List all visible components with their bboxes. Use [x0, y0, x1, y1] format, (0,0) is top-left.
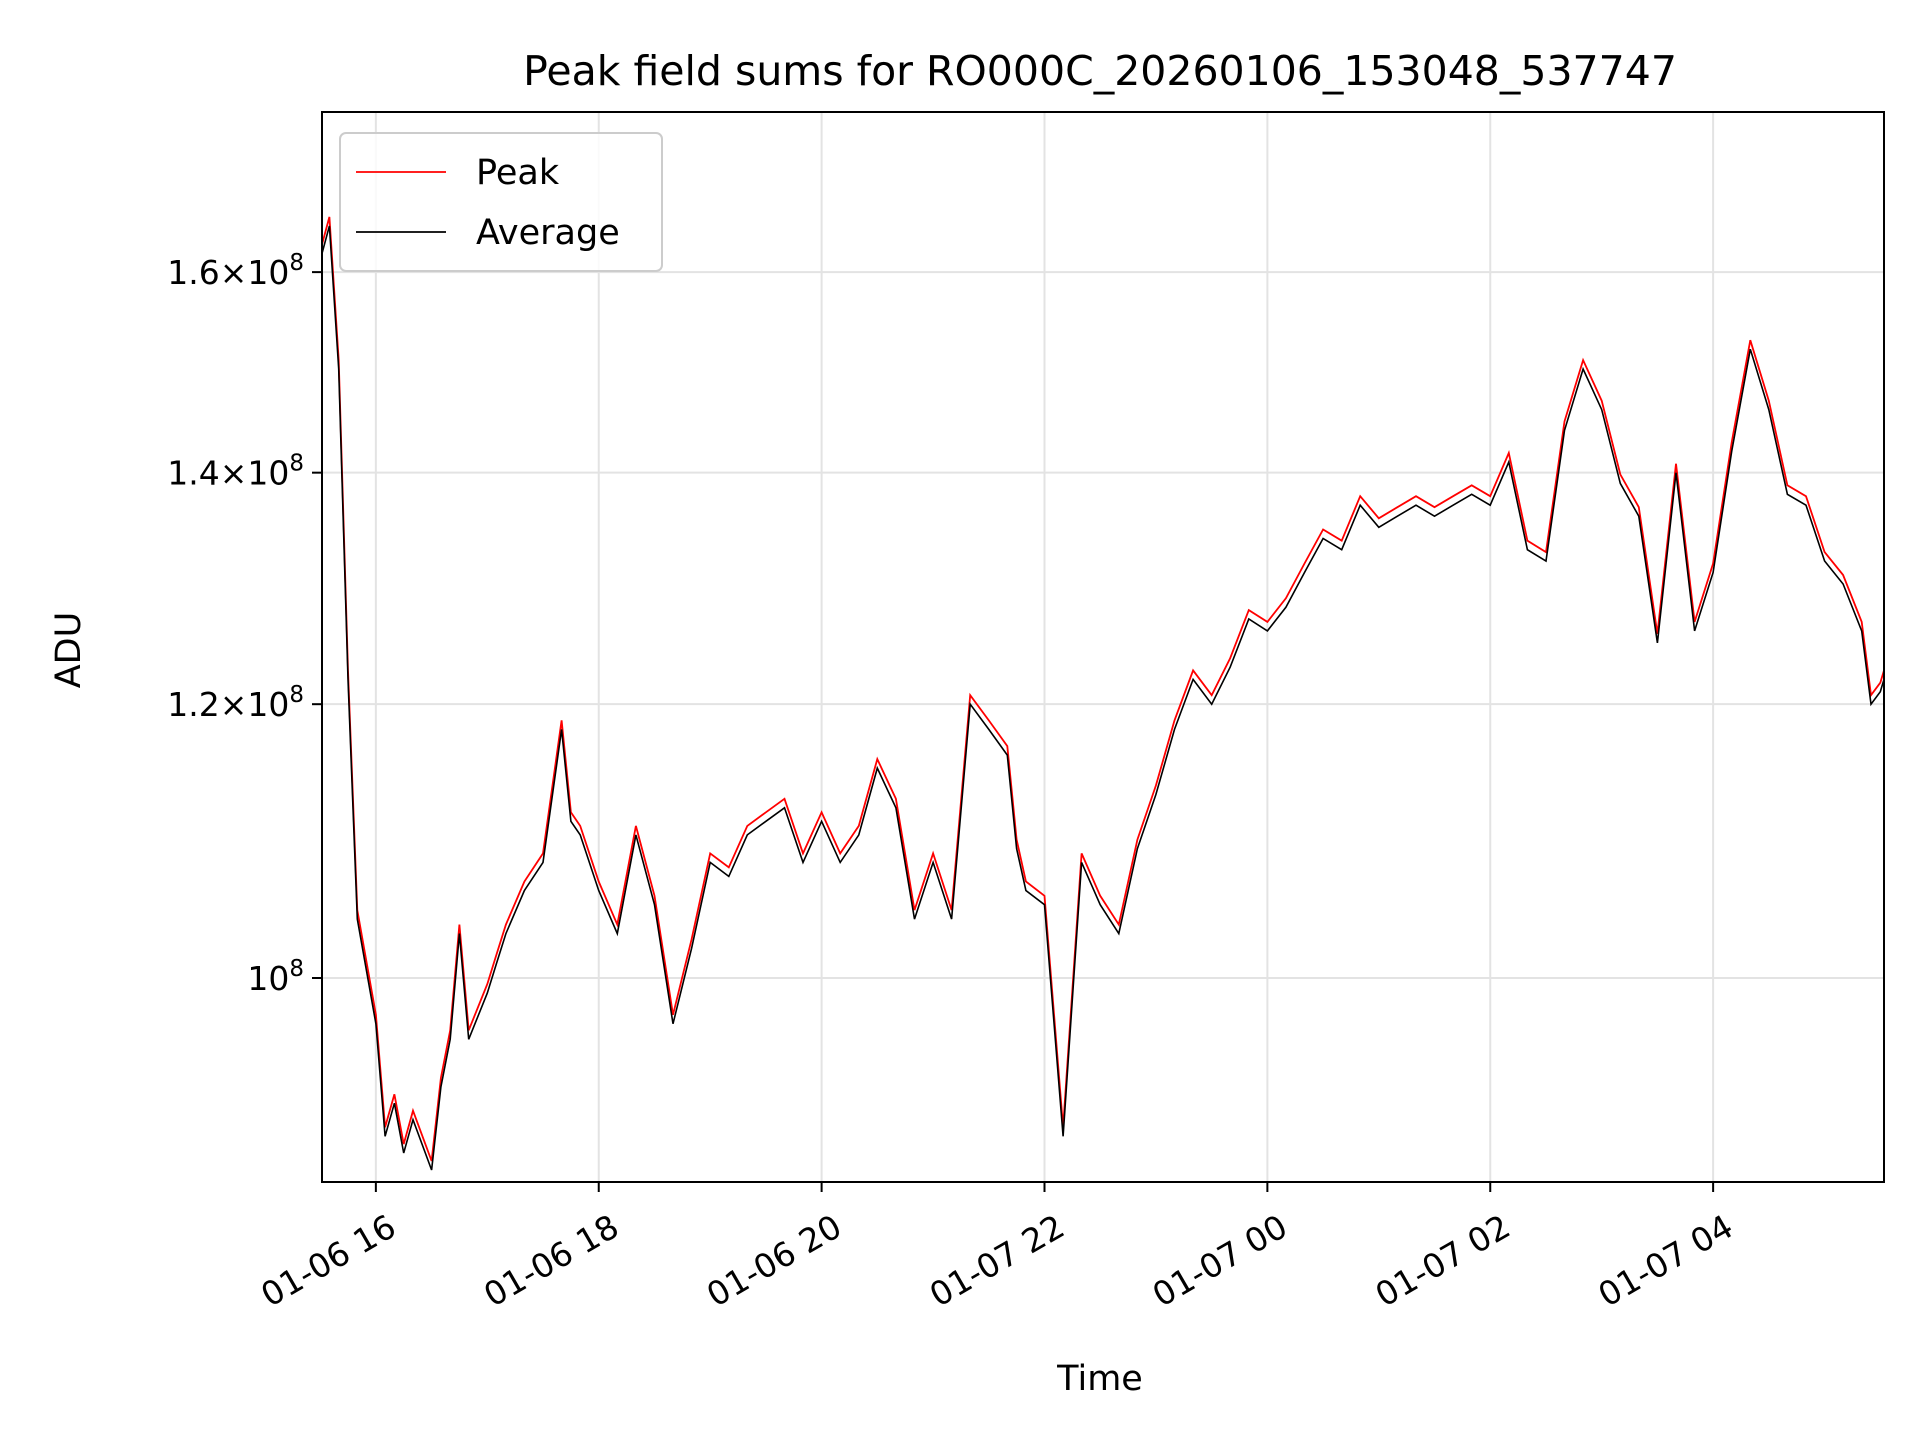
y-tick-mantissa: 1.2	[167, 685, 219, 724]
y-tick-exponent: 8	[289, 451, 304, 477]
y-tick-label: 1.6×108	[167, 250, 304, 292]
y-tick-mantissa: 1.6	[167, 253, 219, 292]
series-average-line	[322, 225, 1884, 1171]
y-tick-exponent: 8	[289, 250, 304, 276]
series-peak-line	[322, 216, 1884, 1162]
y-axis: 108 1.2×108 1.4×108 1.6×108	[167, 250, 322, 998]
legend: Peak Average	[339, 132, 663, 272]
grid	[322, 112, 1884, 1182]
y-tick-label: 1.4×108	[167, 451, 304, 493]
y-axis-label: ADU	[49, 612, 89, 689]
y-tick-label: 108	[247, 956, 304, 998]
legend-peak-label: Peak	[476, 153, 560, 193]
x-axis-label: Time	[1056, 1359, 1143, 1399]
series-lines	[322, 216, 1884, 1171]
y-tick-mantissa: 1.4	[167, 454, 219, 493]
legend-box	[339, 132, 663, 272]
y-tick-exponent: 8	[289, 682, 304, 708]
chart-title: Peak field sums for RO000C_20260106_1530…	[523, 47, 1677, 95]
legend-average-label: Average	[476, 213, 620, 253]
y-tick-label: 1.2×108	[167, 682, 304, 724]
y-tick-exponent: 8	[289, 956, 304, 982]
plot-frame	[321, 111, 1885, 1183]
